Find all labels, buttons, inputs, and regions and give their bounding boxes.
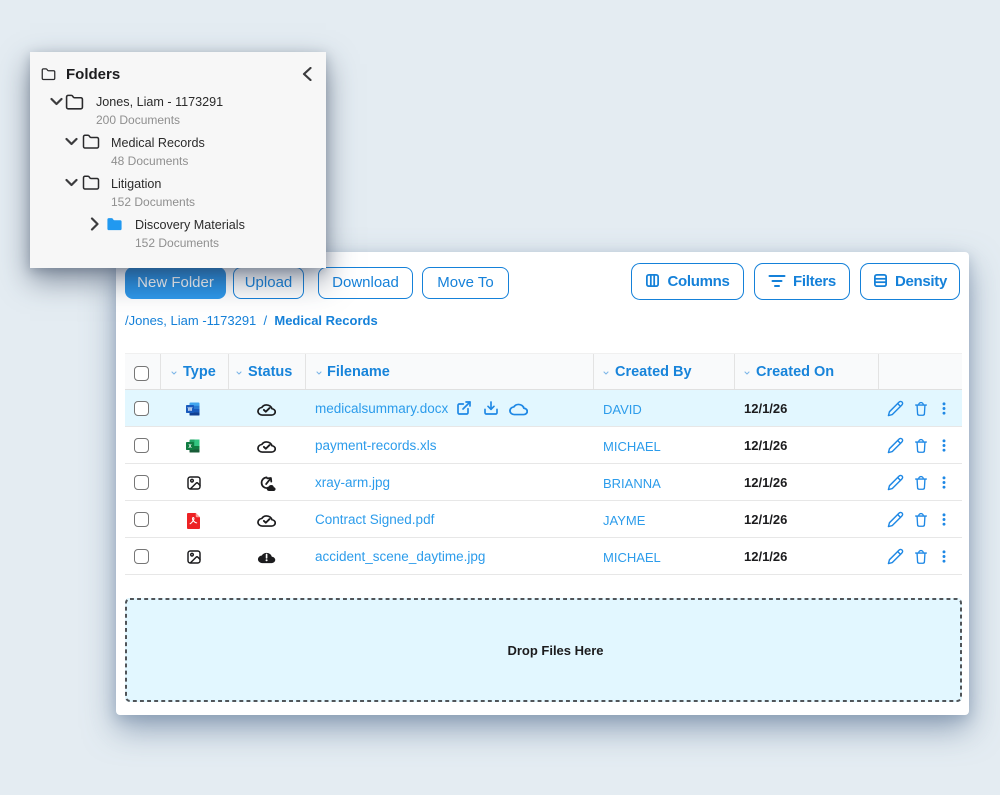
svg-text:W: W bbox=[188, 407, 193, 413]
svg-text:X: X bbox=[188, 444, 192, 450]
